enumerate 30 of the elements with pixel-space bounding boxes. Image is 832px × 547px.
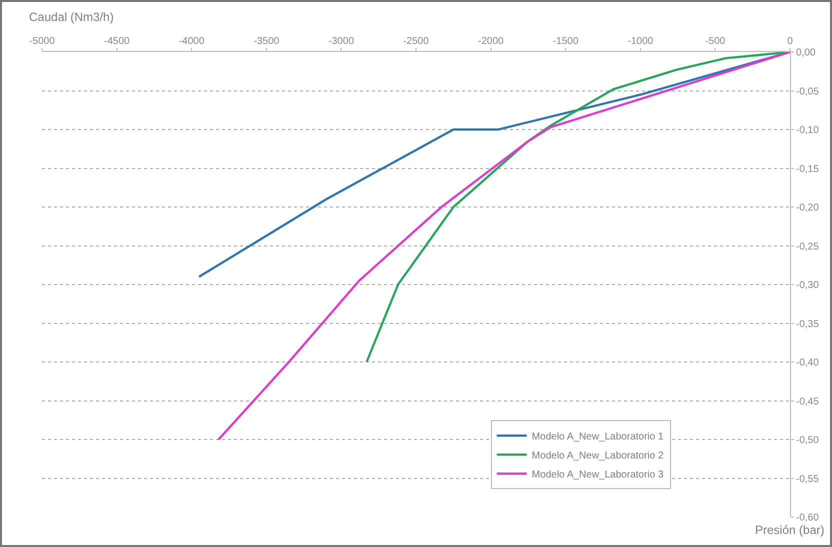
x-tick-label: -1500 [552,36,579,47]
x-axis-title: Presión (bar) [755,523,824,537]
x-tick-label: -2000 [478,36,504,47]
line-series [217,52,790,441]
y-tick-label: -0,20 [796,202,820,214]
y-tick-label: -0,40 [796,358,820,368]
x-tick-label: -4000 [178,36,205,47]
y-tick-label: -0,25 [796,241,820,252]
x-tick-label: 0 [787,36,794,47]
legend-label: Modelo A_New_Laboratorio 2 [532,450,664,462]
x-tick-label: -5000 [29,36,56,47]
x-tick-label: -3500 [254,36,280,47]
y-tick-label: -0,60 [796,512,820,524]
x-tick-label: -1000 [628,36,654,47]
x-tick-label: -500 [705,36,726,47]
x-tick-label: -4500 [104,36,130,47]
y-tick-label: 0,00 [796,48,816,58]
y-tick-label: -0,10 [796,125,820,136]
y-tick-label: -0,15 [796,164,820,175]
y-axis-title: Caudal (Nm3/h) [29,10,114,24]
y-tick-label: -0,45 [796,396,820,408]
y-tick-label: -0,35 [796,318,820,330]
y-tick-label: -0,05 [796,86,820,98]
x-tick-label: -2500 [403,36,430,47]
y-tick-label: -0,50 [796,435,820,446]
y-tick-label: -0,55 [796,474,820,485]
y-tick-label: -0,30 [796,280,820,291]
x-tick-label: -3000 [328,36,354,47]
legend-label: Modelo A_New_Laboratorio 3 [532,470,664,480]
legend-label: Modelo A_New_Laboratorio 1 [532,432,664,442]
